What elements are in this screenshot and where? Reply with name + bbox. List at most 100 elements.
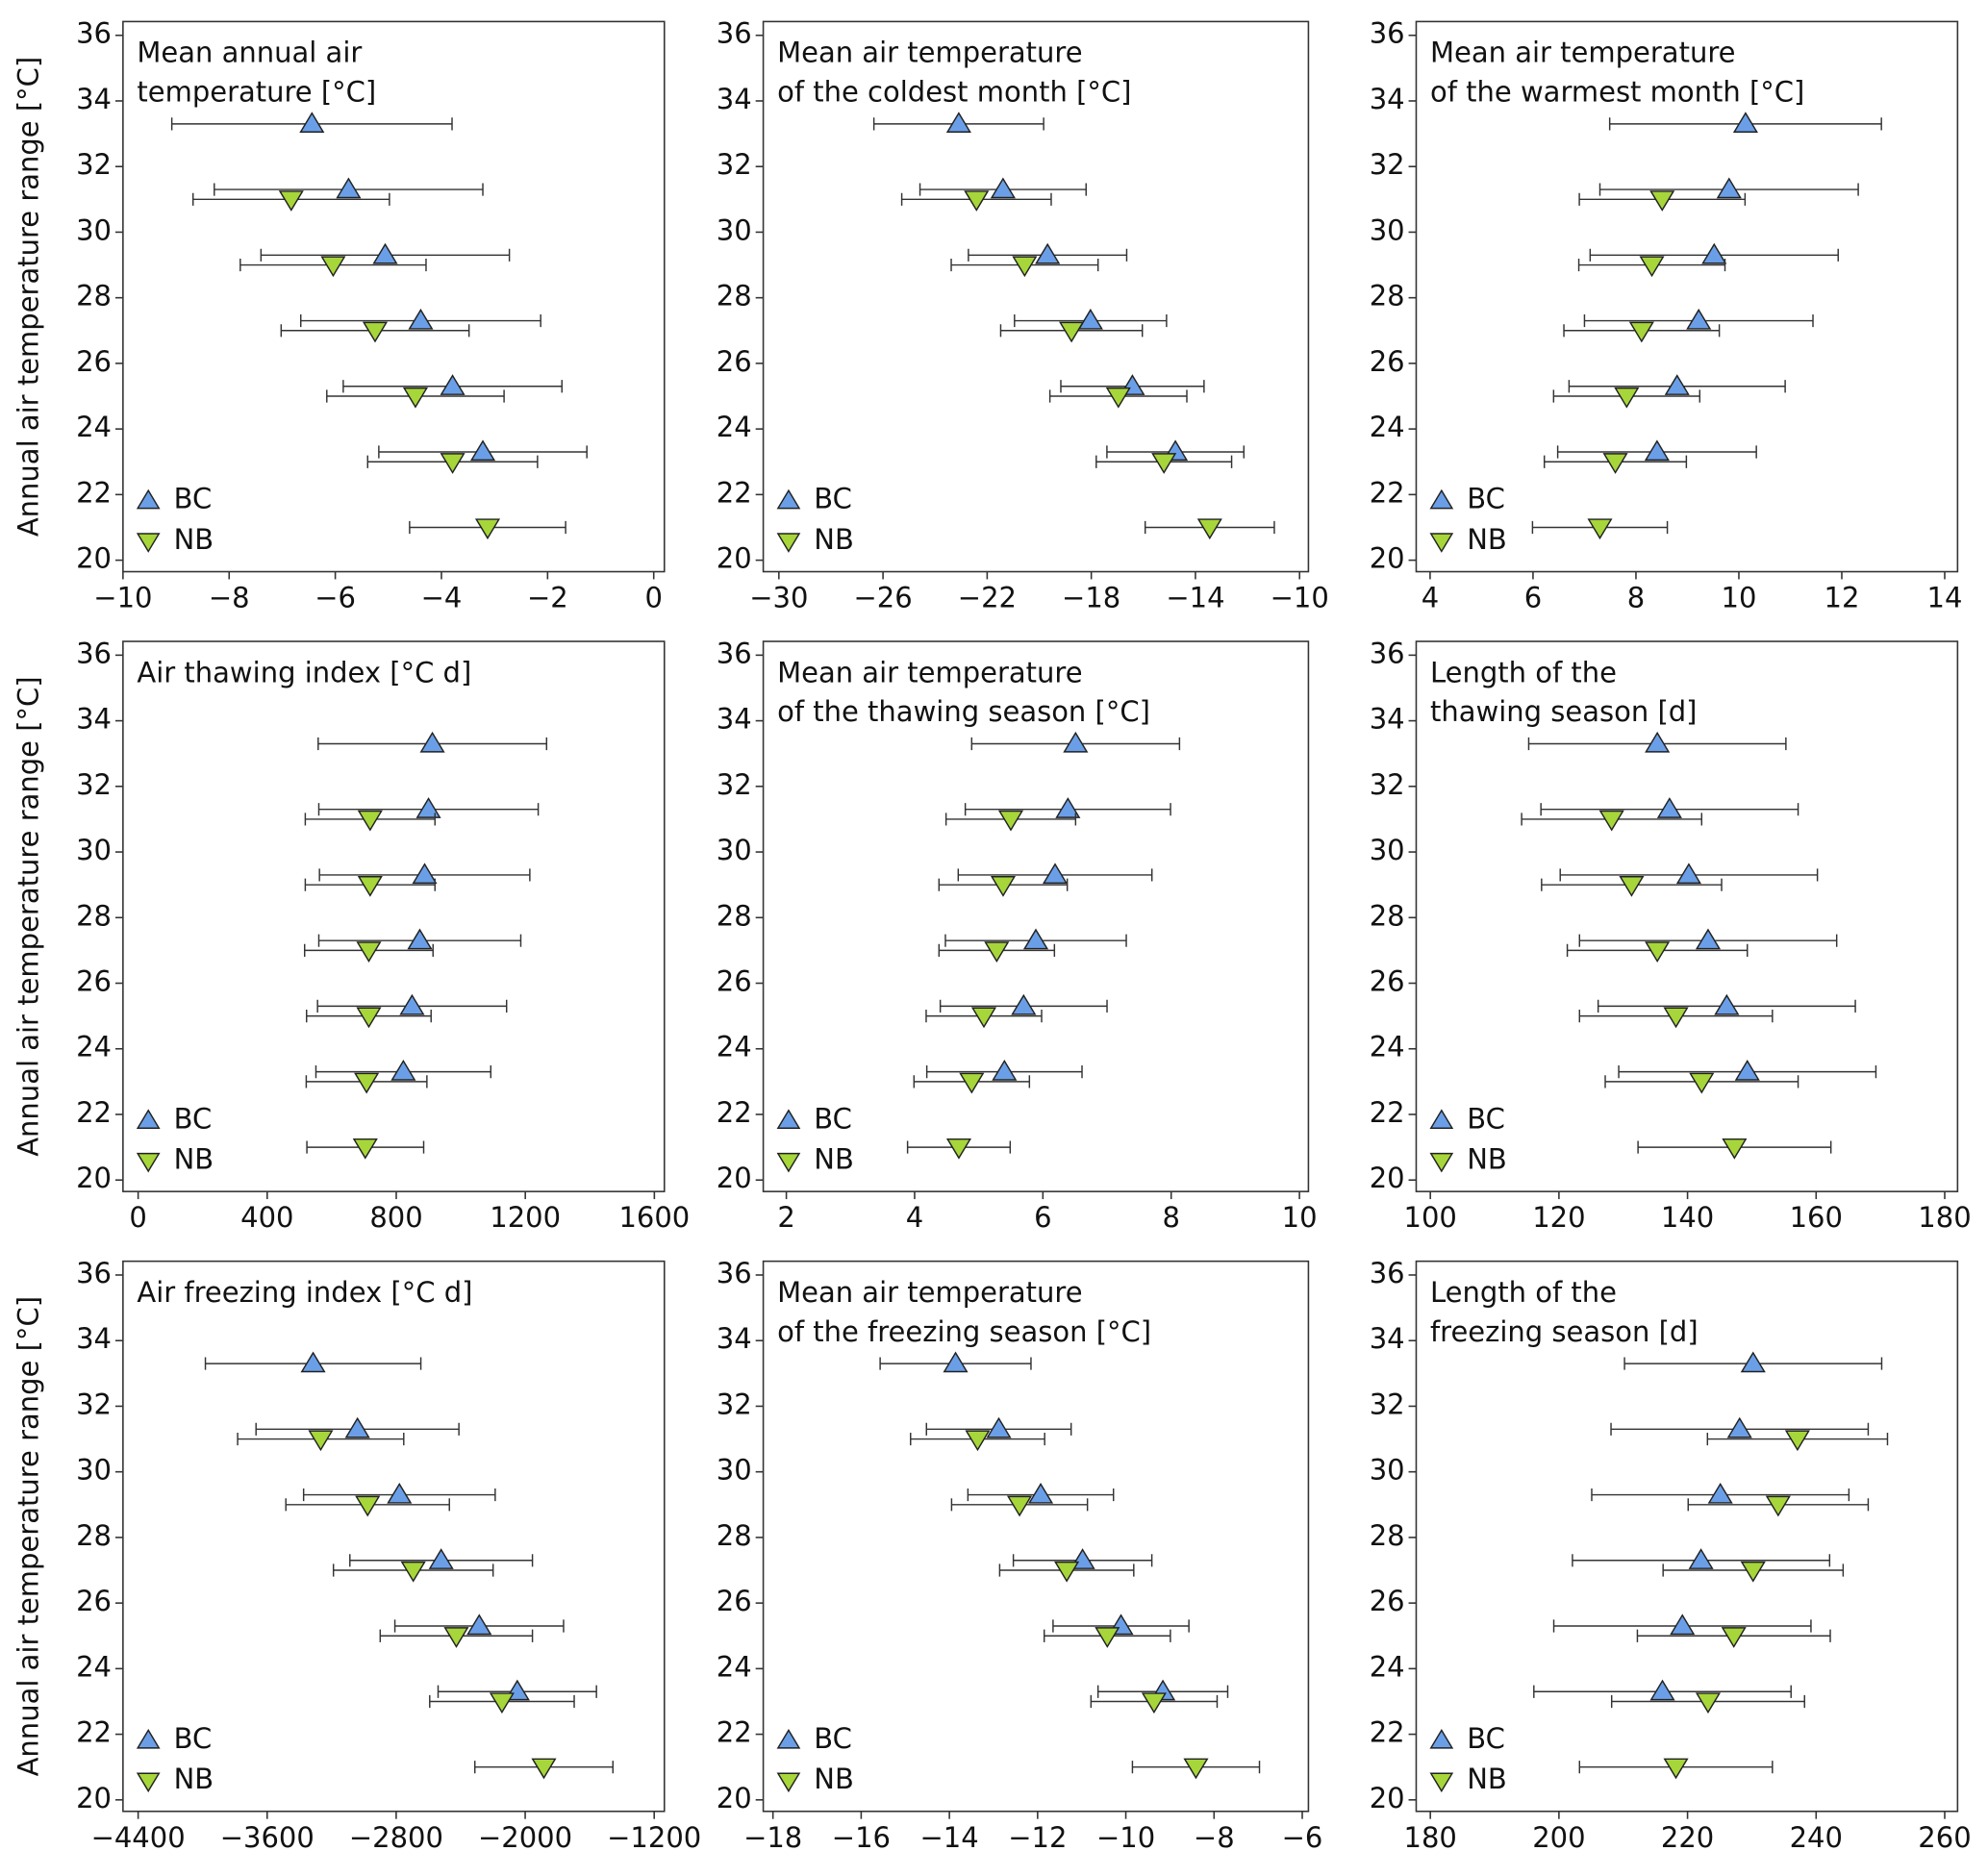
x-tick-label: −2 xyxy=(527,582,568,614)
y-tick-label: 24 xyxy=(76,411,112,443)
panel: 20 22 24 26 28 30 32 34 36 0 400 800 1200 1600 Air tha… xyxy=(13,637,691,1234)
y-tick-label: 28 xyxy=(76,1519,112,1552)
y-tick-label: 32 xyxy=(1370,768,1405,801)
marker xyxy=(1649,1679,1675,1701)
panel: 20 22 24 26 28 30 32 34 36 4 6 8 10 12 14 Mean air temp… xyxy=(1370,17,1963,614)
y-tick-label: 22 xyxy=(1370,1096,1405,1129)
y-tick-label: 28 xyxy=(1370,1519,1405,1552)
y-tick-label: 32 xyxy=(1370,1388,1405,1420)
marker xyxy=(1587,518,1613,540)
x-tick-label: 800 xyxy=(369,1201,422,1234)
marker xyxy=(419,731,445,753)
marker xyxy=(399,993,425,1015)
legend-label: BC xyxy=(814,483,852,515)
y-tick-label: 20 xyxy=(76,542,112,575)
marker xyxy=(1614,387,1640,409)
x-tick-label: 8 xyxy=(1162,1201,1179,1234)
y-tick-label: 26 xyxy=(717,965,752,998)
legend-label: NB xyxy=(814,1143,854,1176)
legend-marker xyxy=(136,1772,161,1793)
y-tick-label: 28 xyxy=(1370,899,1405,932)
panel: 20 22 24 26 28 30 32 34 36 −30 −26 −22 −18 −14 −10 Mean… xyxy=(717,17,1329,614)
y-tick-label: 24 xyxy=(1370,1650,1405,1683)
legend-marker xyxy=(136,1152,161,1173)
x-tick-label: −3600 xyxy=(220,1821,315,1854)
plot-frame xyxy=(122,640,666,1192)
marker xyxy=(1695,1692,1722,1714)
panel-title: temperature [°C] xyxy=(137,76,376,109)
marker xyxy=(1714,993,1740,1015)
legend-label: NB xyxy=(814,523,854,556)
legend-marker xyxy=(1429,533,1454,553)
y-tick-label: 30 xyxy=(76,1454,112,1487)
y-tick-label: 36 xyxy=(717,1257,752,1289)
legend-marker xyxy=(776,1152,801,1173)
x-tick-label: 260 xyxy=(1918,1821,1971,1854)
y-tick-label: 34 xyxy=(717,83,752,115)
marker xyxy=(357,876,383,897)
marker xyxy=(1732,112,1758,133)
marker xyxy=(964,190,990,212)
legend-label: BC xyxy=(174,1722,213,1755)
legend-label: BC xyxy=(1467,1102,1505,1135)
marker xyxy=(407,928,433,950)
marker xyxy=(1663,1758,1689,1780)
x-tick-label: 4 xyxy=(1422,582,1439,614)
y-tick-label: 24 xyxy=(1370,411,1405,443)
x-tick-label: 1600 xyxy=(618,1201,690,1234)
marker xyxy=(1765,1495,1791,1517)
y-tick-label: 34 xyxy=(1370,703,1405,736)
marker xyxy=(992,1060,1018,1081)
x-tick-label: 0 xyxy=(129,1201,146,1234)
legend-label: NB xyxy=(1467,1143,1507,1176)
x-tick-label: −18 xyxy=(743,1821,802,1854)
marker xyxy=(970,1007,997,1029)
y-axis-label: Annual air temperature range [°C] xyxy=(13,57,45,537)
marker xyxy=(1784,1430,1810,1452)
y-tick-label: 24 xyxy=(717,411,752,443)
y-tick-label: 34 xyxy=(717,1322,752,1355)
x-tick-label: 220 xyxy=(1661,1821,1714,1854)
marker xyxy=(1645,941,1671,963)
x-tick-label: −12 xyxy=(1008,1821,1067,1854)
legend-label: NB xyxy=(1467,1763,1507,1795)
panel-title: freezing season [d] xyxy=(1430,1315,1699,1348)
y-tick-label: 32 xyxy=(717,1388,752,1420)
marker xyxy=(440,453,466,474)
x-tick-label: −1200 xyxy=(607,1821,701,1854)
legend-label: BC xyxy=(1467,1722,1505,1755)
x-tick-label: 120 xyxy=(1532,1201,1585,1234)
panel: 20 22 24 26 28 30 32 34 36 180 200 220 240 260 Length … xyxy=(1370,1257,1972,1854)
y-tick-label: 30 xyxy=(717,834,752,866)
panel-title: Mean air temperature xyxy=(777,37,1083,69)
y-tick-label: 24 xyxy=(76,1031,112,1063)
y-tick-label: 20 xyxy=(717,1782,752,1814)
y-tick-label: 26 xyxy=(1370,345,1405,378)
panel-title: Air freezing index [°C d] xyxy=(137,1276,472,1309)
plot-frame xyxy=(122,20,666,573)
legend-label: NB xyxy=(1467,523,1507,556)
marker xyxy=(469,439,496,462)
y-tick-label: 28 xyxy=(76,280,112,313)
y-tick-label: 30 xyxy=(717,213,752,246)
marker xyxy=(1628,321,1654,343)
y-tick-label: 20 xyxy=(1370,1782,1405,1814)
y-tick-label: 22 xyxy=(76,1716,112,1749)
legend-marker xyxy=(136,1109,161,1129)
y-tick-label: 30 xyxy=(1370,213,1405,246)
x-tick-label: −16 xyxy=(832,1821,891,1854)
marker xyxy=(412,863,438,885)
marker xyxy=(356,941,382,963)
y-tick-label: 32 xyxy=(1370,148,1405,181)
marker xyxy=(1707,1482,1733,1504)
legend-label: NB xyxy=(814,1763,854,1795)
y-tick-label: 22 xyxy=(717,1716,752,1749)
marker xyxy=(387,1482,413,1504)
x-tick-label: −2000 xyxy=(478,1821,572,1854)
marker xyxy=(1695,928,1722,950)
marker xyxy=(1656,797,1682,818)
marker xyxy=(1151,453,1177,474)
marker xyxy=(300,1351,326,1373)
legend-marker xyxy=(136,1728,161,1749)
marker xyxy=(959,1072,985,1094)
